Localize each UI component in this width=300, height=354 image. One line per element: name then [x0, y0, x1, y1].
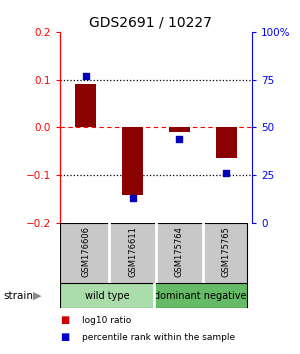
- Bar: [216, 127, 237, 158]
- Bar: [75, 84, 96, 127]
- Text: percentile rank within the sample: percentile rank within the sample: [82, 333, 236, 342]
- Bar: [154, 283, 247, 308]
- Point: [177, 136, 182, 142]
- Bar: [169, 127, 190, 132]
- Text: strain: strain: [3, 291, 33, 301]
- Bar: [122, 127, 143, 195]
- Text: wild type: wild type: [85, 291, 129, 301]
- Bar: [60, 283, 154, 308]
- Text: log10 ratio: log10 ratio: [82, 316, 132, 325]
- Text: GSM175765: GSM175765: [222, 227, 231, 277]
- Text: dominant negative: dominant negative: [154, 291, 247, 301]
- Point: [83, 73, 88, 79]
- Text: GSM175764: GSM175764: [175, 227, 184, 277]
- Text: GDS2691 / 10227: GDS2691 / 10227: [88, 16, 212, 30]
- Text: GSM176606: GSM176606: [81, 227, 90, 278]
- Text: ■: ■: [60, 315, 69, 325]
- Text: ■: ■: [60, 332, 69, 342]
- Point: [224, 171, 229, 176]
- Point: [130, 195, 135, 201]
- Text: GSM176611: GSM176611: [128, 227, 137, 277]
- Text: ▶: ▶: [33, 291, 42, 301]
